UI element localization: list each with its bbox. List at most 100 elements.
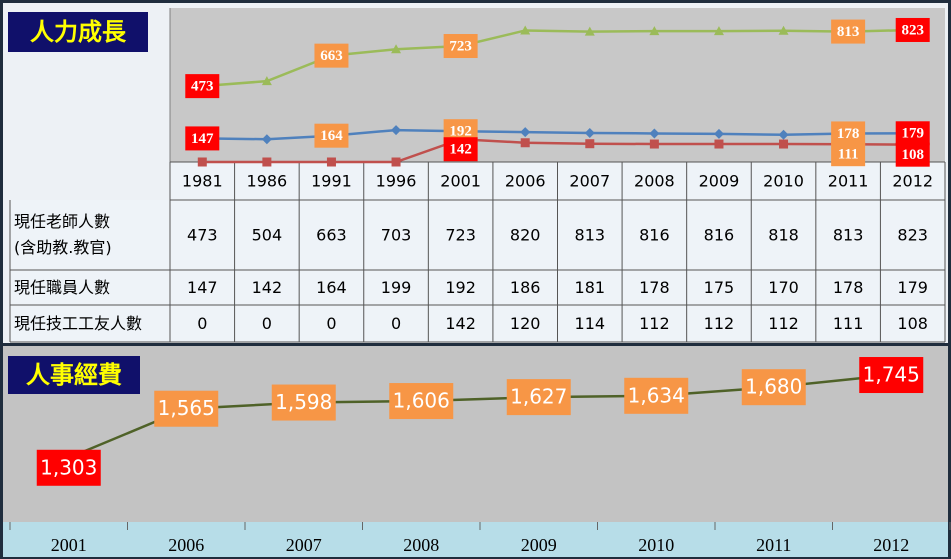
x-tick-label: 2011 — [828, 172, 869, 191]
x-tick-label: 2007 — [286, 535, 322, 555]
data-label: 108 — [901, 147, 924, 163]
row-label: 現任老師人數 (含助教.教官) — [14, 212, 112, 257]
data-label: 1,606 — [393, 389, 450, 413]
data-label: 1,303 — [40, 455, 97, 479]
marker — [391, 44, 402, 54]
table-cell: 816 — [639, 226, 670, 245]
label-box — [36, 449, 101, 486]
data-label: 1,565 — [158, 396, 215, 420]
bottom-plot — [3, 346, 948, 522]
title-box — [8, 356, 140, 394]
table-cell: 703 — [381, 226, 412, 245]
x-tick-label: 2011 — [756, 535, 791, 555]
label-box — [831, 142, 866, 167]
label-box — [389, 383, 454, 420]
table-cell: 723 — [445, 226, 476, 245]
label-box — [831, 121, 866, 146]
x-tick-label: 2009 — [521, 535, 557, 555]
table-cell: 186 — [510, 278, 541, 297]
marker — [262, 157, 272, 167]
table-bg — [10, 200, 945, 342]
data-label: 1,598 — [275, 390, 332, 414]
x-tick-label: 1996 — [376, 172, 417, 191]
data-label: 1,627 — [510, 385, 567, 409]
table-cell: 142 — [445, 314, 476, 333]
table-cell: 114 — [575, 314, 606, 333]
table-cell: 663 — [316, 226, 347, 245]
table-cell: 0 — [197, 314, 207, 333]
table-cell: 0 — [326, 314, 336, 333]
table-cell: 0 — [262, 314, 272, 333]
marker — [520, 25, 531, 35]
table-cell: 813 — [575, 226, 606, 245]
data-label: 142 — [449, 142, 472, 158]
label-box — [154, 390, 219, 427]
label-box — [443, 137, 478, 162]
marker — [649, 26, 660, 36]
label-box — [741, 369, 806, 406]
table-cell: 823 — [897, 226, 928, 245]
table-cell: 820 — [510, 226, 541, 245]
marker — [779, 139, 789, 149]
table-cell: 111 — [833, 314, 864, 333]
row-label: 現任職員人數 — [14, 277, 111, 297]
x-tick-label: 2008 — [634, 172, 675, 191]
table-cell: 473 — [187, 226, 218, 245]
label-box — [185, 126, 220, 151]
marker — [778, 129, 789, 140]
table-cell: 112 — [639, 314, 670, 333]
marker — [584, 26, 595, 36]
marker — [520, 138, 530, 148]
x-tick-label: 2001 — [51, 535, 87, 555]
data-label: 147 — [191, 131, 214, 147]
x-tick-label: 1986 — [247, 172, 288, 191]
marker — [197, 157, 207, 167]
marker — [391, 157, 401, 167]
x-tick-label: 2012 — [892, 172, 933, 191]
data-label: 111 — [838, 147, 859, 163]
data-label: 823 — [901, 22, 924, 38]
x-tick-label: 2008 — [403, 535, 439, 555]
table-cell: 199 — [381, 278, 412, 297]
label-box — [185, 74, 220, 99]
table-cell: 147 — [187, 278, 218, 297]
table-cell: 818 — [768, 226, 799, 245]
data-label: 164 — [320, 128, 343, 144]
x-tick-label: 2007 — [569, 172, 610, 191]
x-tick-label: 2001 — [440, 172, 481, 191]
data-label: 192 — [449, 124, 472, 140]
x-tick-label: 1981 — [182, 172, 223, 191]
marker — [261, 76, 272, 86]
data-label: 1,745 — [863, 363, 920, 387]
label-box — [314, 123, 349, 148]
x-tick-label: 2010 — [638, 535, 674, 555]
data-label: 813 — [837, 24, 860, 40]
x-tick-label: 2006 — [505, 172, 546, 191]
data-label: 663 — [320, 48, 343, 64]
data-label: 723 — [449, 38, 472, 54]
marker — [520, 127, 531, 138]
label-box — [506, 379, 571, 416]
label-box — [859, 357, 924, 394]
x-tick-label: 1991 — [311, 172, 352, 191]
marker — [584, 127, 595, 138]
x-tick-label: 2012 — [873, 535, 909, 555]
label-box — [895, 142, 930, 167]
label-box — [895, 17, 930, 42]
table-cell: 120 — [510, 314, 541, 333]
table-cell: 112 — [704, 314, 735, 333]
data-label: 1,680 — [745, 375, 802, 399]
marker — [649, 128, 660, 139]
line — [202, 137, 913, 164]
marker — [714, 139, 724, 149]
marker — [261, 134, 272, 145]
data-label: 178 — [837, 126, 860, 142]
marker — [326, 157, 336, 167]
marker — [585, 139, 595, 149]
title-box — [8, 12, 148, 52]
label-box — [271, 384, 336, 421]
table-cell: 175 — [704, 278, 735, 297]
marker — [713, 26, 724, 36]
